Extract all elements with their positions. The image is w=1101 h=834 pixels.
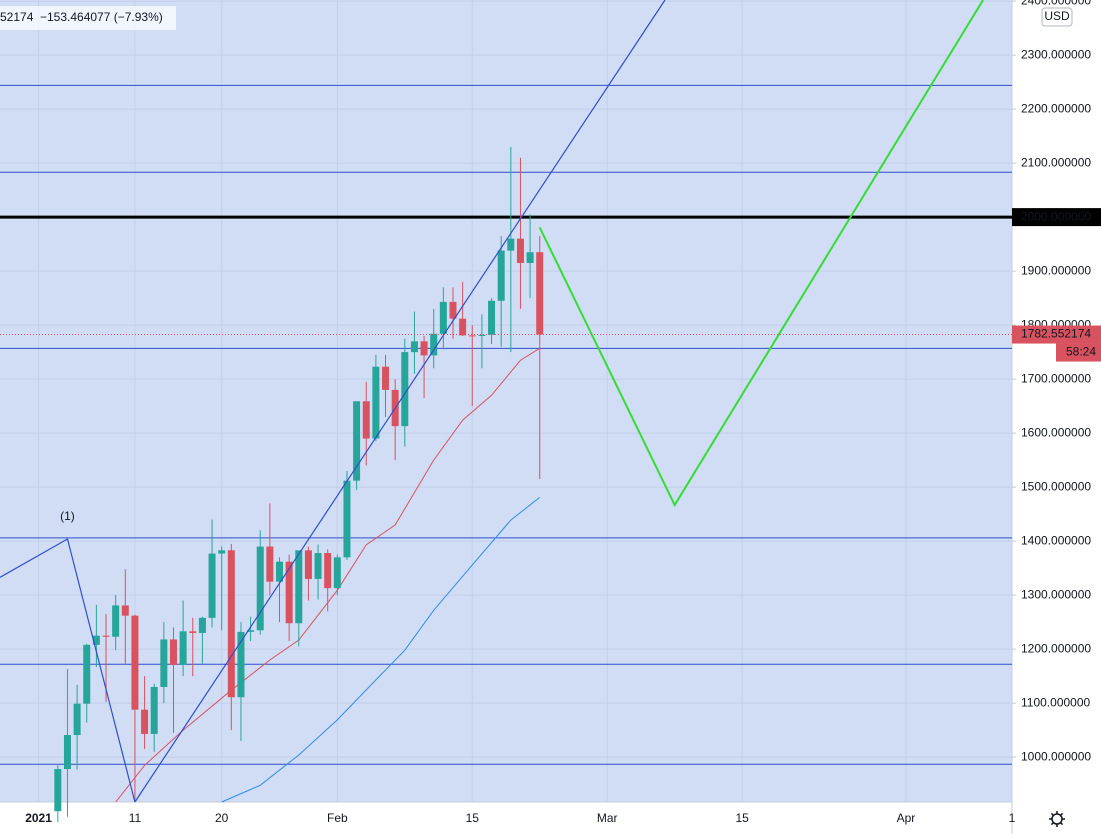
candle-body	[507, 238, 515, 251]
currency-box	[1041, 7, 1073, 27]
y-tick-label: 2200.000000	[1021, 101, 1091, 115]
candle-body	[304, 550, 312, 579]
candle-body	[227, 550, 235, 698]
candle-body	[497, 250, 505, 301]
candle-body	[478, 334, 486, 336]
candle-body	[516, 238, 524, 264]
projection-line	[538, 0, 984, 508]
candle-body	[449, 301, 457, 319]
candle-body	[362, 401, 370, 439]
candle-body	[256, 546, 264, 631]
candle-body	[131, 615, 139, 710]
candle-body	[382, 366, 390, 390]
candle-body	[353, 401, 361, 481]
candle-body	[372, 366, 380, 439]
y-tick-label: 1300.000000	[1021, 587, 1091, 601]
y-tick-label: 1400.000000	[1021, 533, 1091, 547]
candle-body	[179, 631, 187, 665]
candle-body	[169, 639, 177, 665]
trendline	[134, 0, 666, 803]
moving-average	[221, 497, 541, 803]
candle-body	[208, 553, 216, 618]
y-tick-label: 1100.000000	[1021, 695, 1091, 709]
candle-body	[420, 341, 428, 356]
y-tick-label: 1900.000000	[1021, 263, 1091, 277]
candle-body	[121, 605, 129, 616]
candle-body	[468, 335, 476, 337]
wave-line	[0, 538, 136, 803]
plot-background	[0, 0, 1012, 802]
candle-body	[536, 252, 544, 335]
currency: USD	[1044, 9, 1070, 23]
candle-body	[54, 769, 62, 812]
x-tick-label: 1	[1009, 811, 1016, 825]
candle-body	[247, 630, 255, 632]
x-tick-label: Mar	[597, 811, 618, 825]
legend-box	[0, 6, 176, 30]
candle-body	[285, 561, 293, 624]
legend-price: 52174	[0, 10, 34, 24]
candle-body	[439, 301, 447, 334]
candle-body	[73, 703, 81, 736]
settings-icon[interactable]	[1049, 811, 1065, 827]
candle-body	[189, 631, 197, 633]
time-axis	[0, 802, 1012, 834]
candle-body	[324, 553, 332, 589]
candle-body	[141, 709, 149, 734]
candle-body	[150, 686, 158, 734]
y-tick-label: 1600.000000	[1021, 425, 1091, 439]
candle-body	[160, 639, 168, 687]
candle-body	[343, 480, 351, 558]
gear-teeth	[1049, 811, 1065, 827]
candle-body	[276, 561, 284, 582]
candle-body	[295, 550, 303, 624]
candle-body	[112, 605, 120, 637]
y-tick-label: 2300.000000	[1021, 47, 1091, 61]
y-tick-label: 1000.000000	[1021, 749, 1091, 763]
candle-body	[314, 553, 322, 579]
candle-body	[410, 341, 418, 353]
marks	[0, 0, 1013, 822]
legend-change: −153.464077 (−7.93%)	[40, 10, 163, 24]
candle-body	[83, 644, 91, 704]
y-tick-label: 2100.000000	[1021, 155, 1091, 169]
candle-body	[488, 300, 496, 335]
y-tick-label: 1500.000000	[1021, 479, 1091, 493]
price-axis	[1012, 0, 1101, 834]
moving-average	[115, 347, 540, 803]
level-label: 2000.000000	[1021, 209, 1091, 223]
candle-body	[218, 550, 226, 554]
candle-body	[430, 333, 438, 356]
candle-body	[333, 557, 341, 589]
wave-label: (1)	[60, 509, 75, 523]
candle-body	[92, 635, 100, 645]
y-tick-label: 2400.000000	[1021, 0, 1091, 7]
countdown-box	[1056, 343, 1101, 362]
y-tick-label: 1200.000000	[1021, 641, 1091, 655]
x-tick-label: Apr	[897, 811, 916, 825]
candle-body	[63, 735, 71, 770]
candle-body	[401, 352, 409, 427]
price-label: 1782.552174	[1021, 327, 1091, 341]
price-label-box	[1012, 325, 1101, 344]
candle-body	[198, 617, 206, 633]
candle-body	[526, 252, 534, 264]
candle-body	[459, 318, 467, 336]
x-tick-label: 20	[215, 811, 229, 825]
candle-body	[237, 631, 245, 698]
candle-body	[102, 635, 110, 637]
countdown: 58:24	[1066, 345, 1096, 359]
y-tick-label: 1700.000000	[1021, 371, 1091, 385]
x-tick-label: 15	[466, 811, 480, 825]
x-tick-label: 11	[129, 811, 142, 825]
candle-body	[266, 546, 274, 582]
level-label-box	[1012, 208, 1101, 227]
x-tick-label: 2021	[25, 811, 52, 825]
x-tick-label: Feb	[327, 811, 348, 825]
x-tick-label: 15	[735, 811, 749, 825]
